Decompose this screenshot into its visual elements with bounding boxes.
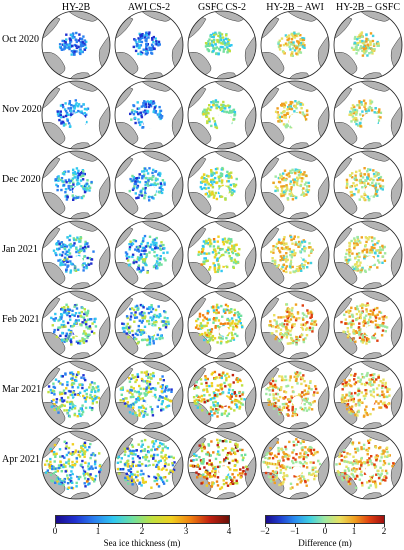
thickness-tick-2: 2 (139, 526, 145, 536)
column-header-awi-cs2: AWI CS-2 (127, 2, 171, 13)
row-label-feb-2021: Feb 2021 (2, 314, 40, 325)
polar-map-r0-c0 (41, 10, 111, 80)
polar-map-grid (41, 10, 403, 500)
polar-map-r2-c2 (187, 150, 257, 220)
difference-tick-neg1: −1 (290, 526, 300, 536)
polar-map-r5-c4 (333, 360, 403, 430)
thickness-colorbar-title: Sea ice thickness (m) (103, 538, 181, 548)
column-header-gsfc-cs2: GSFC CS-2 (197, 2, 247, 13)
row-label-jan-2021: Jan 2021 (2, 244, 38, 255)
polar-map-r0-c4 (333, 10, 403, 80)
difference-colorbar-title: Difference (m) (298, 538, 352, 548)
polar-map-r6-c4 (333, 430, 403, 500)
polar-map-r6-c3 (260, 430, 330, 500)
polar-map-r0-c3 (260, 10, 330, 80)
polar-map-r1-c3 (260, 80, 330, 150)
polar-map-r5-c1 (114, 360, 184, 430)
polar-map-r4-c2 (187, 290, 257, 360)
polar-map-r4-c1 (114, 290, 184, 360)
polar-map-r0-c1 (114, 10, 184, 80)
polar-map-r4-c0 (41, 290, 111, 360)
difference-tick-2: 2 (381, 526, 387, 536)
polar-map-r6-c2 (187, 430, 257, 500)
polar-map-r1-c4 (333, 80, 403, 150)
polar-map-r3-c0 (41, 220, 111, 290)
row-label-apr-2021: Apr 2021 (2, 454, 41, 465)
column-header-hy2b: HY-2B (61, 2, 91, 13)
thickness-colorbar (55, 515, 230, 524)
polar-map-r2-c3 (260, 150, 330, 220)
difference-tick-neg2: −2 (260, 526, 270, 536)
polar-map-r3-c2 (187, 220, 257, 290)
polar-map-r1-c0 (41, 80, 111, 150)
polar-map-r5-c3 (260, 360, 330, 430)
polar-map-r3-c4 (333, 220, 403, 290)
row-label-oct-2020: Oct 2020 (2, 34, 39, 45)
polar-map-r4-c4 (333, 290, 403, 360)
difference-tick-1: 1 (351, 526, 357, 536)
column-header-hy2b-minus-awi: HY-2B − AWI (266, 2, 324, 13)
polar-map-r0-c2 (187, 10, 257, 80)
polar-map-r5-c0 (41, 360, 111, 430)
polar-map-r1-c1 (114, 80, 184, 150)
polar-map-r4-c3 (260, 290, 330, 360)
row-label-mar-2021: Mar 2021 (2, 384, 42, 395)
thickness-tick-3: 3 (183, 526, 189, 536)
polar-map-r3-c1 (114, 220, 184, 290)
row-label-dec-2020: Dec 2020 (2, 174, 41, 185)
thickness-tick-4: 4 (226, 526, 232, 536)
difference-tick-0: 0 (322, 526, 328, 536)
thickness-tick-1: 1 (95, 526, 101, 536)
polar-map-r6-c0 (41, 430, 111, 500)
thickness-tick-0: 0 (52, 526, 58, 536)
row-label-nov-2020: Nov 2020 (2, 104, 42, 115)
polar-map-r2-c0 (41, 150, 111, 220)
polar-map-r1-c2 (187, 80, 257, 150)
polar-map-r5-c2 (187, 360, 257, 430)
polar-map-r2-c4 (333, 150, 403, 220)
polar-map-r2-c1 (114, 150, 184, 220)
polar-map-r3-c3 (260, 220, 330, 290)
polar-map-r6-c1 (114, 430, 184, 500)
difference-colorbar (265, 515, 385, 524)
column-header-hy2b-minus-gsfc: HY-2B − GSFC (336, 2, 400, 13)
